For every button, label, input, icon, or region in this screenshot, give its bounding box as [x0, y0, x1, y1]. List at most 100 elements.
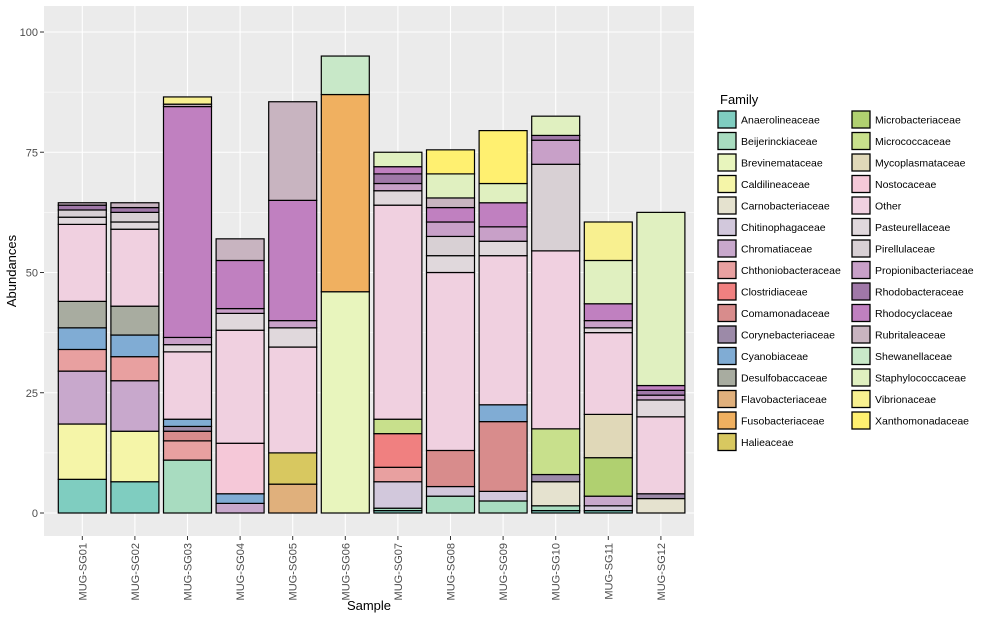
legend-item-mycoplasmataceae: Mycoplasmataceae	[851, 153, 966, 172]
legend-item-shewanellaceae: Shewanellaceae	[851, 346, 952, 366]
bar-segment-pirellulaceae	[531, 163, 581, 252]
bar-segment-corynebacteriaceae	[162, 425, 213, 432]
legend-label: Micrococcaceae	[875, 136, 951, 148]
legend-swatch	[717, 411, 737, 430]
bar-segment-cyanobiaceae	[162, 418, 213, 428]
bar-segment-other	[425, 271, 476, 452]
bar-mug-sg01	[57, 202, 107, 514]
legend-swatch	[851, 368, 871, 387]
bar-segment-propionibacteriaceae	[425, 221, 476, 238]
legend-label: Staphylococcaceae	[875, 373, 966, 385]
bar-segment-rhodocyclaceae	[583, 303, 633, 322]
bar-mug-sg10	[531, 115, 581, 514]
y-tick-label: 100	[20, 27, 38, 39]
x-tick-label: MUG-SG02	[130, 543, 142, 600]
legend-swatch	[851, 131, 871, 151]
legend-item-xanthomonadaceae: Xanthomonadaceae	[851, 411, 969, 430]
legend-item-other: Other	[851, 196, 902, 215]
y-axis: 0 25 50 75 100	[20, 27, 44, 520]
bar-segment-rubritaleaceae	[110, 202, 160, 209]
bar-segment-chthoniobacteraceae	[162, 440, 213, 461]
bar-segment-shewanellaceae	[320, 55, 370, 96]
legend-swatch	[717, 174, 737, 194]
bar-mug-sg03	[162, 96, 213, 514]
bar-segment-rhodocyclaceae	[478, 202, 528, 228]
legend-swatch	[717, 432, 737, 452]
bar-segment-rhodocyclaceae	[373, 166, 423, 175]
legend-label: Corynebacteriaceae	[741, 330, 835, 342]
legend-label: Cyanobiaceae	[741, 351, 808, 363]
x-tick-label: MUG-SG06	[340, 543, 352, 600]
bar-segment-anaerolineaceae	[57, 478, 107, 514]
bar-mug-sg02	[110, 202, 160, 514]
legend-swatch	[717, 346, 737, 366]
legend-item-flavobacteriaceae: Flavobacteriaceae	[717, 389, 827, 409]
x-tick-label: MUG-SG03	[183, 543, 195, 600]
bar-segment-beijerinckiaceae	[478, 500, 528, 514]
bar-segment-brevinemataceae	[320, 291, 370, 514]
bar-segment-micrococcaceae	[373, 418, 423, 435]
legend-item-desulfobaccaceae: Desulfobaccaceae	[717, 368, 828, 387]
legend-swatch	[717, 196, 737, 215]
legend-item-pasteurellaceae: Pasteurellaceae	[851, 217, 950, 237]
bar-segment-caldilineaceae	[110, 430, 160, 483]
bar-segment-rhodocyclaceae	[268, 199, 318, 322]
bar-segment-chromatiaceae	[57, 370, 107, 425]
legend-label: Clostridiaceae	[741, 287, 808, 299]
bar-segment-rubritaleaceae	[215, 238, 265, 262]
x-tick-label: MUG-SG10	[551, 543, 563, 600]
bar-segment-pasteurellaceae	[57, 216, 107, 225]
legend-swatch	[717, 282, 737, 301]
legend-swatch	[717, 303, 737, 323]
legend-item-micrococcaceae: Micrococcaceae	[851, 131, 951, 151]
bar-segment-rhodobacteraceae	[636, 389, 686, 396]
x-tick-label: MUG-SG09	[498, 543, 510, 600]
legend-label: Nostocaceae	[875, 179, 936, 191]
legend-swatch	[851, 217, 871, 237]
bar-segment-staphylococcaceae	[583, 259, 633, 305]
legend-swatch	[851, 325, 871, 344]
x-tick-label: MUG-SG05	[288, 543, 300, 600]
bar-segment-desulfobaccaceae	[110, 305, 160, 336]
legend-label: Pasteurellaceae	[875, 222, 950, 234]
legend-title: Family	[720, 92, 759, 107]
y-tick-label: 50	[26, 268, 38, 280]
legend-item-propionibacteriaceae: Propionibacteriaceae	[851, 260, 974, 280]
bar-segment-cyanobiaceae	[57, 327, 107, 351]
legend-label: Caldilineaceae	[741, 179, 810, 191]
bar-segment-pasteurellaceae	[636, 399, 686, 418]
bar-segment-other	[531, 250, 581, 430]
bar-segment-propionibacteriaceae	[531, 139, 581, 165]
legend-label: Chitinophagaceae	[741, 222, 826, 234]
bar-mug-sg11	[583, 221, 633, 514]
bar-segment-caldilineaceae	[57, 423, 107, 480]
bar-segment-chthoniobacteraceae	[373, 466, 423, 483]
legend-swatch	[717, 389, 737, 409]
bar-segment-beijerinckiaceae	[531, 505, 581, 512]
legend-item-vibrionaceae: Vibrionaceae	[851, 389, 936, 409]
bar-segment-cyanobiaceae	[215, 493, 265, 504]
bar-segment-pirellulaceae	[425, 235, 476, 257]
bar-segment-other	[373, 204, 423, 420]
bar-segment-chitinophagaceae	[478, 490, 528, 502]
legend-label: Other	[875, 201, 902, 213]
legend-item-chromatiaceae: Chromatiaceae	[717, 239, 812, 258]
legend-item-pirellulaceae: Pirellulaceae	[851, 239, 935, 258]
bar-mug-sg07	[373, 151, 423, 514]
legend-label: Brevinemataceae	[741, 158, 823, 170]
bars-layer	[57, 55, 686, 514]
bar-mug-sg09	[478, 130, 528, 514]
bar-segment-chthoniobacteraceae	[110, 356, 160, 382]
legend-swatch	[851, 303, 871, 323]
bar-segment-other	[162, 351, 213, 420]
bar-segment-chromatiaceae	[110, 380, 160, 432]
x-axis: MUG-SG01 MUG-SG02 MUG-SG03 MUG-SG04 MUG-SG05…	[77, 536, 668, 600]
bar-segment-rubritaleaceae	[57, 202, 107, 206]
legend-label: Rhodobacteraceae	[875, 287, 964, 299]
bar-segment-xanthomonadaceae	[425, 149, 476, 175]
bar-segment-fusobacteriaceae	[320, 93, 370, 293]
legend-item-brevinemataceae: Brevinemataceae	[717, 153, 823, 172]
bar-segment-corynebacteriaceae	[636, 493, 686, 500]
bar-segment-rhodocyclaceae	[215, 259, 265, 310]
